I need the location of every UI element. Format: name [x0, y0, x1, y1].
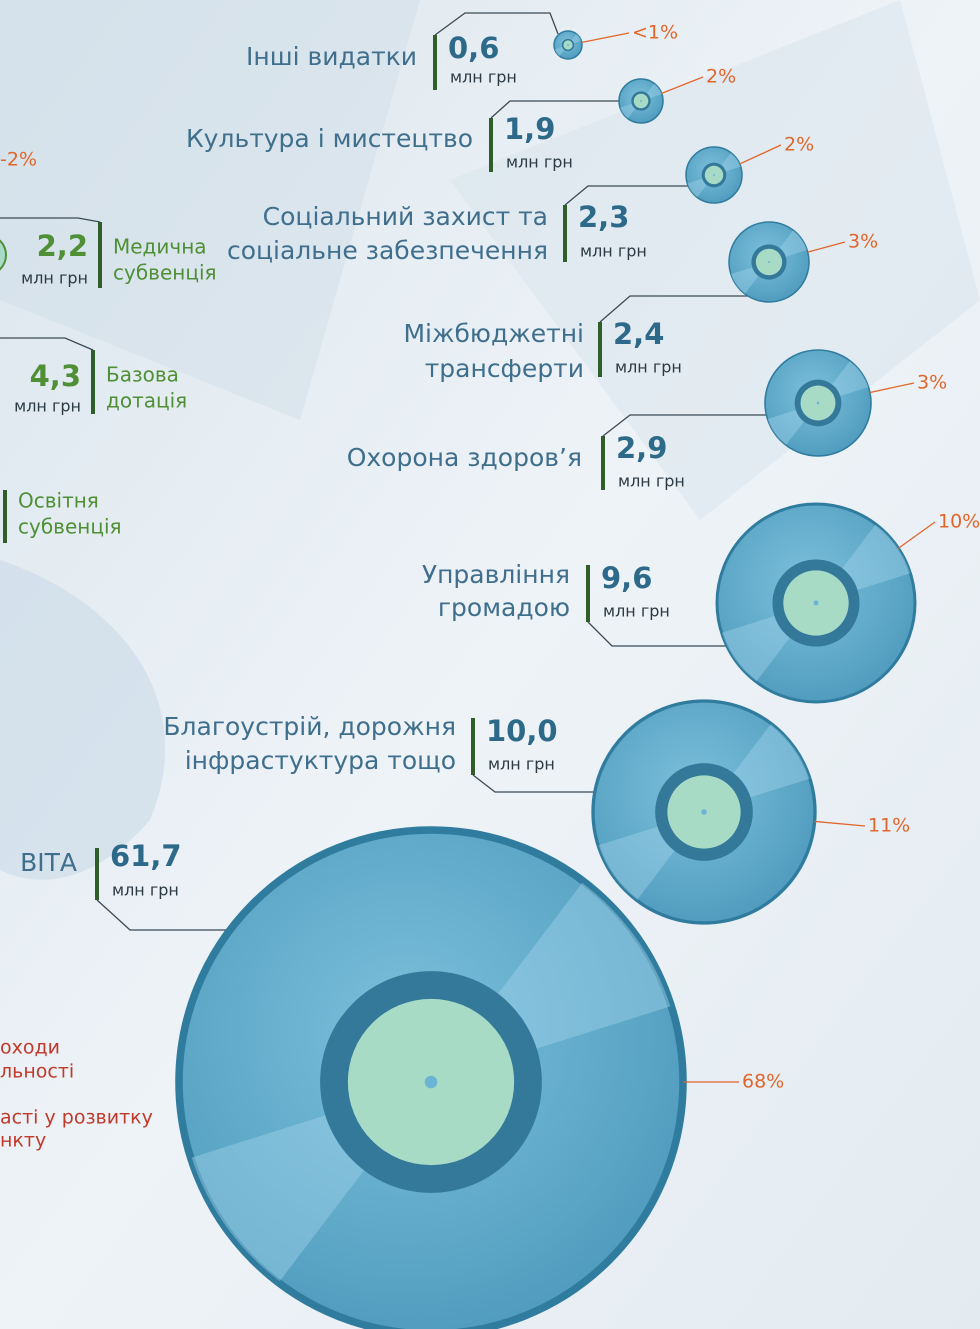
amount: 2,3 — [578, 200, 629, 234]
divider — [95, 848, 99, 900]
unit: млн грн — [618, 472, 685, 491]
share-label: 10% — [938, 511, 980, 533]
amount: 0,6 — [448, 31, 499, 65]
share-label: 3% — [917, 372, 947, 394]
unit: млн грн — [450, 68, 517, 87]
unit: млн грн — [615, 358, 682, 377]
amount: 1,9 — [504, 112, 555, 146]
revenue-label: Медична — [113, 235, 207, 259]
expense-label: Охорона здоров’я — [347, 443, 582, 472]
amount: 2,4 — [613, 317, 664, 351]
vinyl-hole — [701, 809, 707, 815]
note: оходи — [0, 1037, 60, 1059]
infographic: <1% Інші видатки 0,6 млн грн 2% Культура і ми… — [0, 0, 980, 1329]
divider — [433, 35, 437, 90]
expense-label: Управління — [422, 560, 570, 589]
divider — [471, 718, 475, 775]
vinyl-hole — [567, 44, 569, 46]
divider — [586, 565, 590, 622]
share-label: -2% — [0, 149, 37, 171]
revenue-label: Освітня — [18, 489, 99, 513]
expense-label: Культура і мистецтво — [186, 124, 473, 153]
share-label: 68% — [742, 1071, 784, 1093]
unit: млн грн — [603, 602, 670, 621]
share-label: 2% — [784, 134, 814, 156]
unit: млн грн — [506, 153, 573, 172]
vinyl-hole — [814, 601, 819, 606]
note: льності — [0, 1061, 74, 1083]
expense-label: Соціальний захист та — [263, 202, 548, 231]
revenue-label: дотація — [106, 389, 187, 413]
note: нкту — [0, 1130, 46, 1152]
unit: млн грн — [112, 881, 179, 900]
expense-label: Міжбюджетні — [403, 319, 584, 348]
revenue-label: субвенція — [18, 515, 122, 539]
expense-label: трансферти — [425, 354, 584, 383]
revenue-label: Базова — [106, 363, 179, 387]
amount: 10,0 — [486, 714, 558, 748]
divider — [98, 222, 102, 288]
unit: млн грн — [488, 755, 555, 774]
expense-label: ВІТА — [20, 848, 77, 877]
unit: млн грн — [14, 397, 81, 416]
vinyl-hole — [425, 1076, 438, 1089]
vinyl-hole — [768, 261, 770, 263]
expense-label: соціальне забезпечення — [227, 236, 548, 265]
share-label: <1% — [632, 22, 678, 44]
amount: 61,7 — [110, 839, 182, 873]
note: асті у розвитку — [0, 1107, 153, 1129]
unit: млн грн — [580, 242, 647, 261]
expense-label: Благоустрій, дорожня — [163, 712, 456, 741]
amount: 2,9 — [616, 431, 667, 465]
revenue-label: субвенція — [113, 261, 217, 285]
share-label: 3% — [848, 231, 878, 253]
share-label: 2% — [706, 66, 736, 88]
expense-label: Інші видатки — [246, 42, 417, 71]
expense-label: інфрастуктура тощо — [185, 746, 456, 775]
divider — [598, 322, 602, 377]
amount: 9,6 — [601, 561, 652, 595]
vinyl-hole — [640, 100, 642, 102]
divider — [563, 205, 567, 262]
vinyl-hole — [817, 402, 820, 405]
divider — [601, 436, 605, 490]
divider — [3, 490, 7, 543]
amount: 2,2 — [37, 229, 88, 263]
divider — [489, 118, 493, 172]
vinyl-hole — [713, 174, 715, 176]
share-label: 11% — [868, 815, 910, 837]
unit: млн грн — [21, 269, 88, 288]
expense-label: громадою — [438, 593, 570, 622]
divider — [91, 350, 95, 414]
amount: 4,3 — [30, 359, 81, 393]
